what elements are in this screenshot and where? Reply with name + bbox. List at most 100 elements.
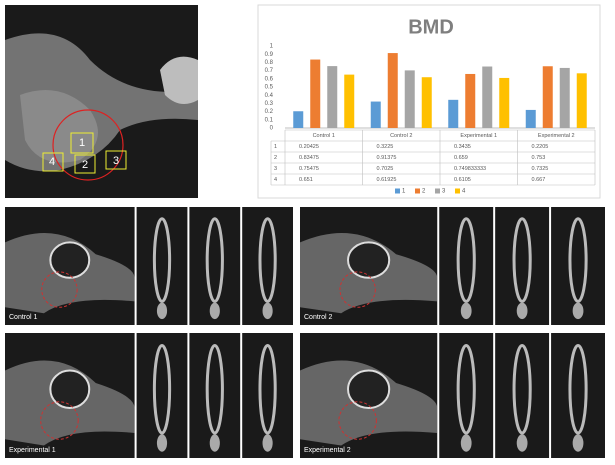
ct-main: 1 2 3 4 (5, 5, 198, 198)
table-cell: 0.2205 (532, 144, 549, 150)
chart-title: BMD (408, 16, 454, 38)
table-cell: 0.7325 (532, 166, 549, 172)
roi-circle (41, 271, 78, 308)
ct-slice-bone (258, 217, 277, 303)
panel-label: Experimental 1 (9, 447, 56, 454)
table-cell: 0.667 (532, 177, 546, 183)
table-cell: 0.20425 (299, 144, 319, 150)
ct-slice-bone (152, 217, 172, 303)
table-cell: 0.83475 (299, 155, 319, 161)
table-cell: 0.3225 (377, 144, 394, 150)
bar (293, 111, 304, 128)
bar (310, 59, 321, 128)
ct-slice-bone (258, 344, 277, 435)
y-tick-label: 0.8 (265, 60, 274, 66)
ct-slice-bone (512, 344, 532, 435)
bar (525, 109, 536, 128)
table-cell: 0.651 (299, 177, 313, 183)
roi-label: 3 (113, 155, 119, 167)
y-tick-label: 1 (270, 44, 274, 50)
ct-cavity (347, 241, 391, 279)
y-tick-label: 0.2 (265, 109, 274, 115)
table-row-label: 1 (274, 144, 277, 150)
y-tick-label: 0.7 (265, 68, 274, 74)
roi-circle (339, 271, 376, 308)
bar (387, 53, 398, 129)
y-tick-label: 0.9 (265, 52, 274, 58)
bar (370, 101, 381, 128)
ct-cavity (49, 241, 91, 279)
legend-swatch (435, 188, 440, 194)
bar (327, 66, 338, 128)
legend-label: 2 (422, 189, 426, 195)
bar (542, 66, 553, 128)
legend-label: 4 (462, 189, 466, 195)
table-cell: 0.753 (532, 155, 546, 161)
y-tick-label: 0.6 (265, 76, 274, 82)
legend-label: 1 (402, 189, 406, 195)
ct-slice-bone (516, 434, 528, 452)
bar (482, 66, 493, 128)
y-tick-label: 0.1 (265, 117, 274, 123)
roi-label: 4 (49, 156, 55, 168)
legend-swatch (455, 188, 460, 194)
ct-slice-bone (152, 344, 172, 435)
roi-circle (40, 401, 79, 440)
ct-cavity (49, 369, 91, 409)
table-cell: 0.61925 (377, 177, 397, 183)
ct-slice-bone (262, 434, 273, 452)
ct-slice-bone (516, 302, 528, 320)
panel-label: Control 2 (304, 314, 333, 321)
ct-slice-bone (156, 434, 168, 452)
y-tick-label: 0.5 (265, 85, 274, 91)
ct-slice-bone (262, 302, 273, 320)
bar (344, 74, 355, 128)
ct-slice-bone (460, 302, 472, 320)
bar (576, 73, 587, 128)
bar (448, 99, 459, 128)
table-cell: 0.3435 (454, 144, 471, 150)
ct-slice-bone (209, 434, 220, 452)
table-row-label: 3 (274, 166, 277, 172)
bar (559, 67, 570, 128)
roi-label: 1 (79, 137, 85, 149)
x-tick-label: Control 1 (313, 133, 335, 139)
y-tick-label: 0.3 (265, 101, 274, 107)
table-row-label: 2 (274, 155, 277, 161)
table-row-label: 4 (274, 177, 277, 183)
ct-slice-bone (205, 217, 224, 303)
ct-slice-bone (209, 302, 220, 320)
ct-slice-bone (568, 344, 588, 435)
y-tick-label: 0.4 (265, 93, 274, 99)
x-tick-label: Experimental 1 (460, 133, 497, 139)
ct-slice-bone (156, 302, 168, 320)
ct-slice-bone (572, 302, 584, 320)
x-tick-label: Experimental 2 (538, 133, 575, 139)
ct-slice-bone (568, 217, 588, 303)
panel-label: Control 1 (9, 314, 38, 321)
table-cell: 0.749833333 (454, 166, 486, 172)
bar (499, 77, 510, 128)
x-tick-label: Control 2 (390, 133, 412, 139)
ct-slice-bone (456, 344, 476, 435)
table-cell: 0.6105 (454, 177, 471, 183)
ct-slice-bone (205, 344, 224, 435)
roi-circle (338, 401, 377, 440)
table-cell: 0.7025 (377, 166, 394, 172)
table-cell: 0.75475 (299, 166, 319, 172)
legend-swatch (395, 188, 400, 194)
ct-slice-bone (512, 217, 532, 303)
table-cell: 0.659 (454, 155, 468, 161)
bar (404, 70, 415, 128)
ct-slice-bone (456, 217, 476, 303)
legend-label: 3 (442, 189, 446, 195)
bar (465, 73, 476, 128)
ct-panels: Control 1 Control 2 Experimental 1 Experime… (5, 207, 605, 458)
y-tick-label: 0 (270, 126, 274, 132)
chart: 0 0.1 0.2 0.3 0.4 0.5 0.6 0.7 0.8 0.9 1 Control 1 Co… (265, 44, 596, 195)
table-cell: 0.91375 (377, 155, 397, 161)
panel-label: Experimental 2 (304, 447, 351, 454)
ct-slice-bone (460, 434, 472, 452)
ct-slice-bone (572, 434, 584, 452)
